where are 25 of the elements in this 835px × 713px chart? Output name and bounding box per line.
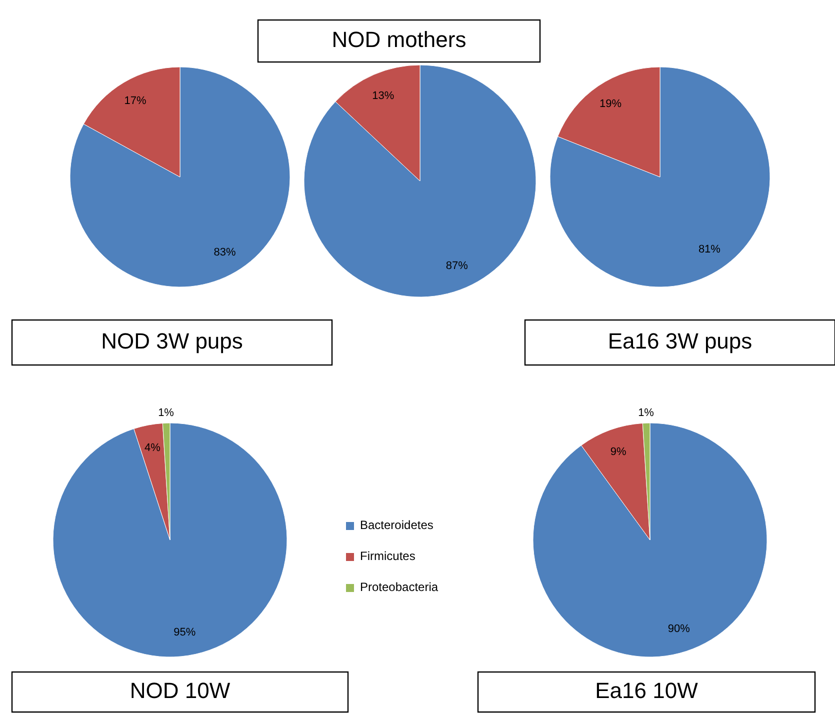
text: Ea16 10W bbox=[595, 678, 698, 703]
data-label: 90% bbox=[668, 622, 690, 635]
legend-label: Firmicutes bbox=[360, 549, 416, 564]
data-label: 81% bbox=[698, 244, 721, 256]
data-label: 4% bbox=[144, 442, 161, 454]
data-label: 95% bbox=[174, 626, 196, 638]
data-label: 83% bbox=[214, 246, 236, 259]
data-label: 19% bbox=[600, 98, 622, 110]
pie-slice bbox=[304, 64, 536, 298]
chart-title: NOD mothers bbox=[332, 26, 466, 52]
pie-slice bbox=[52, 422, 288, 658]
pie-slice bbox=[550, 66, 770, 288]
text: NOD 10W bbox=[130, 678, 230, 703]
data-label: 13% bbox=[372, 90, 394, 102]
data-label: 1% bbox=[638, 406, 654, 419]
data-label: 9% bbox=[610, 446, 626, 458]
pie-slice bbox=[532, 422, 768, 658]
data-label: 17% bbox=[124, 95, 146, 108]
legend-label: Proteobacteria bbox=[360, 580, 438, 594]
text: NOD 3W pups bbox=[101, 328, 243, 354]
data-label: 1% bbox=[158, 406, 174, 419]
text: Ea16 3W pups bbox=[608, 328, 752, 354]
pie-slice bbox=[70, 66, 290, 288]
legend-label: Bacteroidetes bbox=[360, 518, 434, 532]
data-label: 87% bbox=[446, 260, 468, 272]
